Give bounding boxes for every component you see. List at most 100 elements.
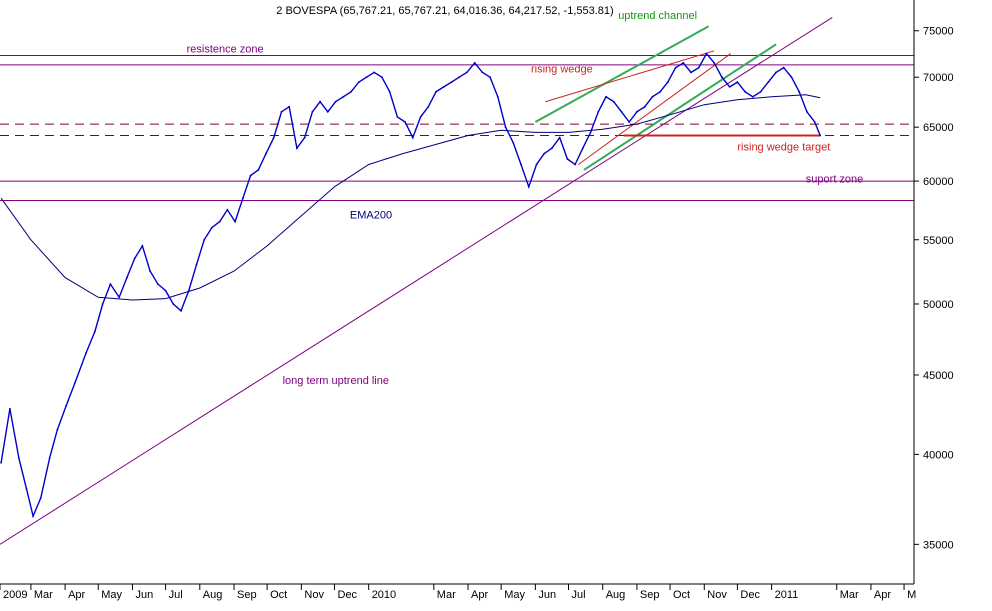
price-point [342,95,345,98]
price-point [9,407,11,410]
price-point [458,76,461,79]
price-point [65,404,68,407]
price-point [172,303,175,305]
price-point [411,136,414,139]
price-point [744,90,746,93]
price-point [806,110,808,113]
price-point [326,110,329,113]
x-tick-label: 2009 [3,589,27,601]
price-point [164,289,167,292]
y-tick-label: 75000 [923,26,954,38]
horizontal-levels [0,54,914,201]
price-point [759,90,762,93]
price-point [218,220,221,223]
x-tick-label: Sep [237,589,257,601]
price-point [636,110,638,113]
price-point [543,152,546,155]
x-tick-label: M [907,589,916,601]
trendlines [0,16,833,545]
price-point [85,352,87,354]
price-point [512,142,515,144]
price-point [265,152,267,155]
x-tick-label: Jun [538,589,556,601]
price-point [94,330,96,333]
price-point [798,90,801,93]
y-tick-label: 60000 [923,176,954,188]
price-point [527,185,530,188]
price-point [388,90,391,93]
x-tick-label: Oct [673,589,690,601]
price-point [690,71,692,74]
y-tick-label: 65000 [923,122,954,134]
price-point [666,81,669,83]
annotation-label: long term uptrend line [283,375,389,387]
price-point [782,66,785,69]
y-tick-label: 55000 [923,235,954,247]
x-tick-label: Aug [606,589,626,601]
rising-wedge-lower [578,53,732,165]
x-tick-label: Jul [169,589,183,601]
price-point [211,226,213,229]
price-point [17,456,20,459]
price-point [280,110,283,113]
price-point [149,270,152,272]
x-tick-label: Apr [874,589,891,601]
annotation-label: uptrend channel [618,10,697,22]
price-point [775,71,777,74]
price-point [628,121,631,123]
price-point [597,110,600,113]
x-tick-label: Nov [304,589,324,601]
price-point [0,461,2,464]
price-point [504,126,507,129]
price-point [195,263,198,266]
price-point [303,136,306,139]
price-point [32,515,34,517]
price-point [435,90,437,93]
price-point [350,90,352,93]
x-tick-label: May [504,589,525,601]
price-point [242,197,244,200]
price-point [574,163,576,166]
price-point [319,100,321,103]
annotation-label: EMA200 [350,210,392,222]
series-layer [0,52,822,519]
price-point [520,163,522,166]
y-tick-label: 45000 [923,370,954,382]
price-point [620,110,623,113]
price-point [728,86,731,88]
price-point [466,71,468,74]
x-tick-label: Aug [203,589,223,601]
x-tick-label: 2011 [775,589,799,601]
annotation-label: rising wedge [531,63,593,75]
y-tick-label: 40000 [923,449,954,461]
ema200-line [0,94,821,301]
x-tick-label: Dec [740,589,760,601]
price-point [126,276,128,279]
x-tick-label: Mar [34,589,53,601]
price-point [767,81,770,83]
x-tick-label: Dec [338,589,358,601]
x-tick-label: Jun [136,589,154,601]
price-point [101,303,104,305]
uptrend-channel-upper [534,25,710,123]
long-term-uptrend-line [0,16,833,545]
price-point [450,81,453,83]
price-point [296,147,298,150]
price-point [288,105,291,108]
price-point [481,71,484,74]
x-tick-label: Apr [471,589,488,601]
price-point [357,81,360,83]
price-point [48,456,51,459]
price-point [311,110,314,113]
x-tick-label: Mar [840,589,859,601]
price-point [25,488,28,490]
price-point [249,174,252,177]
price-point [496,95,499,98]
x-tick-label: May [101,589,122,601]
price-point [697,66,700,69]
price-point [74,381,76,384]
price-point [381,76,383,79]
price-point [813,121,816,123]
